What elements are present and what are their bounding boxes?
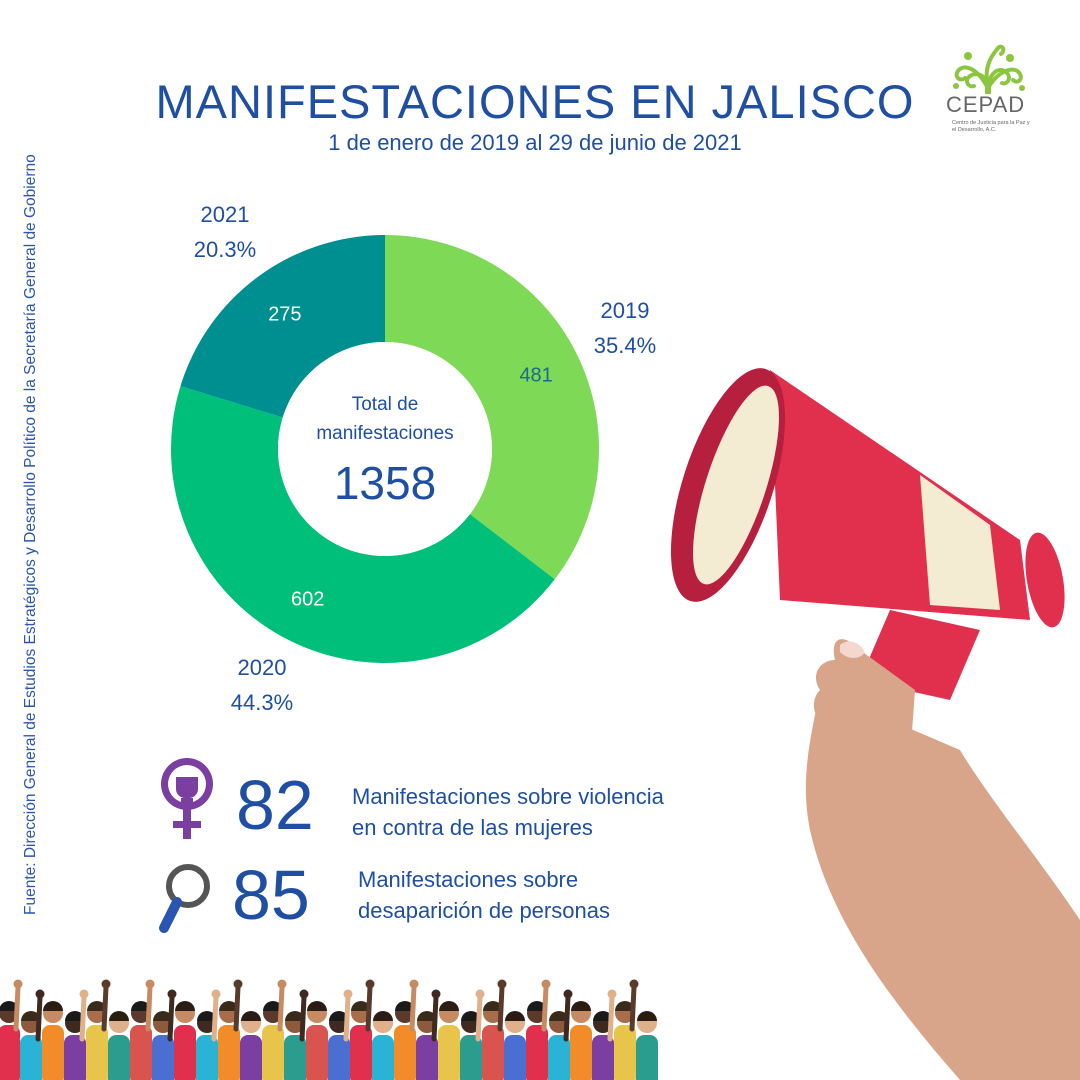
- magnifying-glass-icon: [159, 864, 210, 933]
- slice-category-2019: 2019: [601, 298, 650, 323]
- slice-percent-2021: 20.3%: [194, 237, 256, 262]
- crowd-person: [482, 979, 507, 1080]
- crowd-person: [570, 1001, 592, 1080]
- megaphone-illustration: [670, 368, 1080, 1080]
- donut-chart: Total de manifestaciones 1358 481 2019 35.…: [171, 202, 656, 715]
- donut-hole: [278, 342, 492, 556]
- megaphone-bell-inner: [693, 385, 779, 585]
- stat-label-violence: Manifestaciones sobre violencia en contr…: [352, 781, 664, 843]
- crowd-person: [460, 989, 485, 1080]
- crowd-person: [438, 1001, 460, 1080]
- megaphone-back: [1025, 532, 1065, 628]
- slice-percent-2019: 35.4%: [594, 333, 656, 358]
- crowd-person: [262, 979, 287, 1080]
- hand-fingers: [813, 639, 915, 760]
- stat-label-disappearance-line1: Manifestaciones sobre: [358, 867, 579, 892]
- crowd-person: [64, 989, 89, 1080]
- arm-shape: [805, 690, 1080, 1080]
- crowd-person: [306, 1001, 328, 1080]
- crowd-person: [636, 1011, 658, 1080]
- crowd-person: [42, 1001, 64, 1080]
- crowd-person: [240, 1011, 262, 1080]
- crowd-person: [416, 989, 441, 1080]
- stat-label-violence-line2: en contra de las mujeres: [352, 815, 593, 840]
- feminist-fist-icon: [161, 758, 213, 839]
- crowd-person: [548, 989, 573, 1080]
- crowd-person: [152, 989, 177, 1080]
- crowd-person: [196, 989, 221, 1080]
- crowd-person: [0, 979, 23, 1080]
- crowd-person: [130, 979, 155, 1080]
- slice-category-2020: 2020: [238, 655, 287, 680]
- stat-label-disappearance: Manifestaciones sobre desaparición de pe…: [358, 864, 610, 926]
- center-total-value: 1358: [334, 457, 436, 509]
- crowd-person: [614, 979, 639, 1080]
- slice-value-2019: 481: [519, 364, 552, 386]
- crowd-person: [284, 989, 309, 1080]
- crowd-person: [108, 1011, 130, 1080]
- crowd-person: [526, 979, 551, 1080]
- crowd-person: [20, 989, 45, 1080]
- donut-slice-2019: [385, 235, 599, 580]
- donut-slice-2021: [180, 235, 385, 418]
- thumb-nail: [840, 641, 865, 658]
- crowd-person: [394, 979, 419, 1080]
- stat-value-violence: 82: [236, 766, 314, 844]
- slice-value-2021: 275: [268, 303, 301, 325]
- crowd-person: [350, 979, 375, 1080]
- stat-label-disappearance-line2: desaparición de personas: [358, 898, 610, 923]
- cepad-logo-icon: [953, 44, 1025, 94]
- logo-name: CEPAD: [946, 92, 1026, 117]
- logo-tagline: Centro de Justicia para la Paz y el Desa…: [952, 120, 1030, 133]
- protest-crowd-illustration: [0, 979, 658, 1080]
- crowd-person: [86, 979, 111, 1080]
- crowd-person: [504, 1011, 526, 1080]
- slice-category-2021: 2021: [201, 202, 250, 227]
- crowd-person: [218, 979, 243, 1080]
- crowd-person: [174, 1001, 196, 1080]
- page-title: MANIFESTACIONES EN JALISCO: [155, 75, 915, 128]
- slice-value-2020: 602: [291, 589, 324, 611]
- crowd-person: [328, 989, 353, 1080]
- stat-value-disappearance: 85: [232, 856, 310, 934]
- center-label-line1: Total de: [352, 394, 419, 415]
- crowd-person: [372, 1011, 394, 1080]
- donut-slice-2020: [171, 386, 555, 664]
- date-range-subtitle: 1 de enero de 2019 al 29 de junio de 202…: [328, 130, 742, 155]
- slice-percent-2020: 44.3%: [231, 690, 293, 715]
- crowd-person: [592, 989, 617, 1080]
- center-label-line2: manifestaciones: [316, 423, 453, 444]
- megaphone-stripe: [920, 475, 1000, 610]
- stat-label-violence-line1: Manifestaciones sobre violencia: [352, 784, 664, 809]
